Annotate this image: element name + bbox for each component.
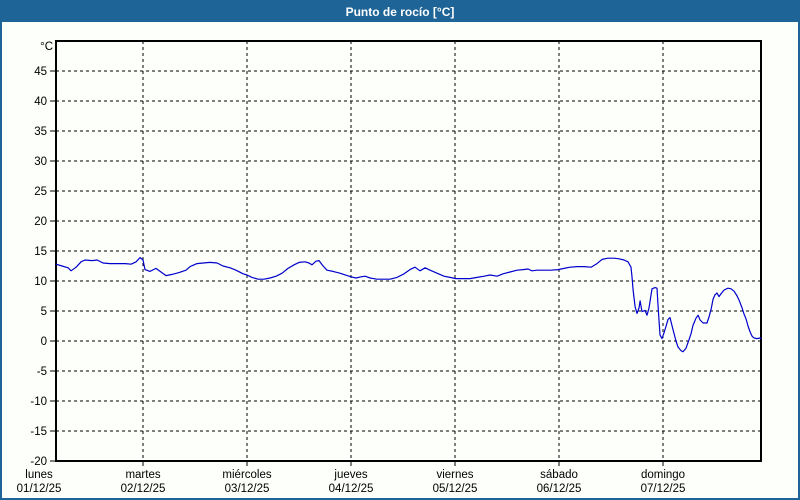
y-tick-label: 20 <box>34 216 47 228</box>
y-tick-label: -10 <box>30 396 47 408</box>
y-tick-label: 25 <box>34 186 47 198</box>
x-date-label: 03/12/25 <box>225 483 270 495</box>
y-tick-label: -15 <box>30 426 47 438</box>
x-date-label: 05/12/25 <box>433 483 478 495</box>
x-date-label: 07/12/25 <box>641 483 686 495</box>
x-day-label: miércoles <box>222 469 271 481</box>
y-tick-label: 10 <box>34 276 47 288</box>
x-day-label: sábado <box>540 469 578 481</box>
y-axis-unit-label: °C <box>40 41 53 53</box>
y-tick-label: 30 <box>34 156 47 168</box>
y-tick-label: 15 <box>34 246 47 258</box>
chart-title-bar: Punto de rocío [°C] <box>2 2 798 22</box>
dewpoint-series-line <box>55 257 762 353</box>
x-date-label: 01/12/25 <box>17 483 62 495</box>
y-tick-label: -5 <box>37 366 47 378</box>
x-date-label: 02/12/25 <box>121 483 166 495</box>
y-tick-label: 40 <box>34 96 47 108</box>
x-day-label: lunes <box>25 469 53 481</box>
chart-title: Punto de rocío [°C] <box>345 5 455 19</box>
x-day-label: martes <box>125 469 160 481</box>
x-date-label: 04/12/25 <box>329 483 374 495</box>
plot-area <box>55 40 762 462</box>
y-tick-label: 5 <box>41 306 47 318</box>
y-tick-label: 45 <box>34 66 47 78</box>
x-day-label: domingo <box>641 469 685 481</box>
chart-canvas: 45 40 35 30 25 20 15 10 5 0 -5 -10 -15 -20 °C lunes 01/1… <box>17 40 762 495</box>
x-day-label: viernes <box>436 469 473 481</box>
x-day-label: jueves <box>333 469 367 481</box>
y-tick-label: 0 <box>41 336 47 348</box>
y-tick-label: -20 <box>30 456 47 468</box>
x-date-label: 06/12/25 <box>537 483 582 495</box>
y-tick-label: 35 <box>34 126 47 138</box>
